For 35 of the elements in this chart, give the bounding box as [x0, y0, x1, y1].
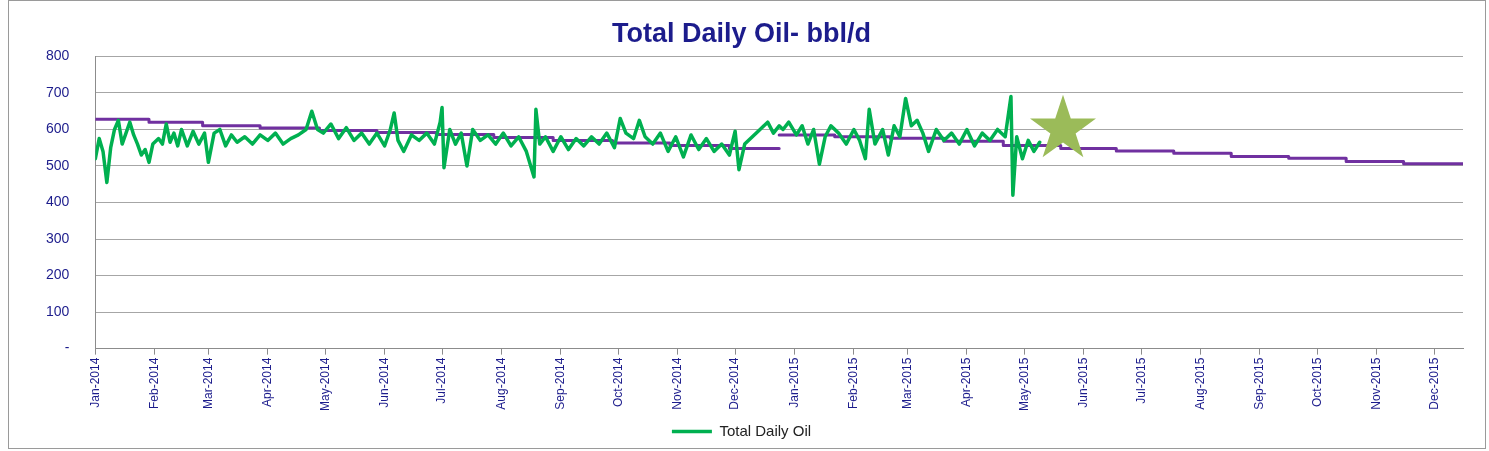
y-tick-label: 100: [46, 302, 70, 319]
x-tick-label: Dec-2014: [727, 357, 742, 410]
y-tick-label: 400: [46, 193, 70, 210]
y-tick-label: -: [64, 339, 70, 356]
x-tick-label: Apr-2015: [959, 357, 974, 408]
x-tick-label: Jun-2014: [376, 357, 391, 408]
x-tick-label: Jul-2014: [434, 357, 449, 404]
y-tick-label: 300: [46, 229, 70, 246]
x-tick-label: Jul-2015: [1133, 357, 1148, 404]
x-tick-label: Feb-2015: [846, 357, 861, 410]
x-tick-label: May-2014: [317, 357, 332, 412]
x-tick-label: Aug-2015: [1192, 357, 1207, 410]
x-tick-label: Jun-2015: [1076, 357, 1091, 408]
x-tick-label: Mar-2014: [200, 357, 215, 409]
y-tick-label: 700: [46, 83, 70, 100]
y-tick-label: 200: [46, 266, 70, 283]
y-tick-label: 800: [46, 47, 70, 64]
x-tick-label: Nov-2014: [669, 357, 684, 410]
x-tick-label: Feb-2014: [147, 357, 162, 410]
x-tick-label: Jan-2014: [87, 357, 102, 408]
x-tick-label: Mar-2015: [899, 357, 914, 409]
x-tick-label: Apr-2014: [260, 357, 275, 408]
legend-label: Total Daily Oil: [719, 421, 812, 439]
x-tick-label: Oct-2015: [1309, 357, 1324, 407]
y-tick-label: 500: [46, 156, 70, 173]
chart-title: Total Daily Oil- bbl/d: [611, 17, 872, 48]
x-tick-label: Sep-2015: [1252, 357, 1267, 410]
x-tick-label: Dec-2015: [1426, 357, 1441, 410]
y-tick-label: 600: [46, 120, 70, 137]
x-tick-label: Oct-2014: [610, 357, 625, 407]
x-tick-label: May-2015: [1016, 357, 1031, 412]
x-tick-label: Nov-2015: [1369, 357, 1384, 410]
x-tick-label: Jan-2015: [786, 357, 801, 408]
x-tick-label: Sep-2014: [553, 357, 568, 410]
x-tick-label: Aug-2014: [493, 357, 508, 410]
